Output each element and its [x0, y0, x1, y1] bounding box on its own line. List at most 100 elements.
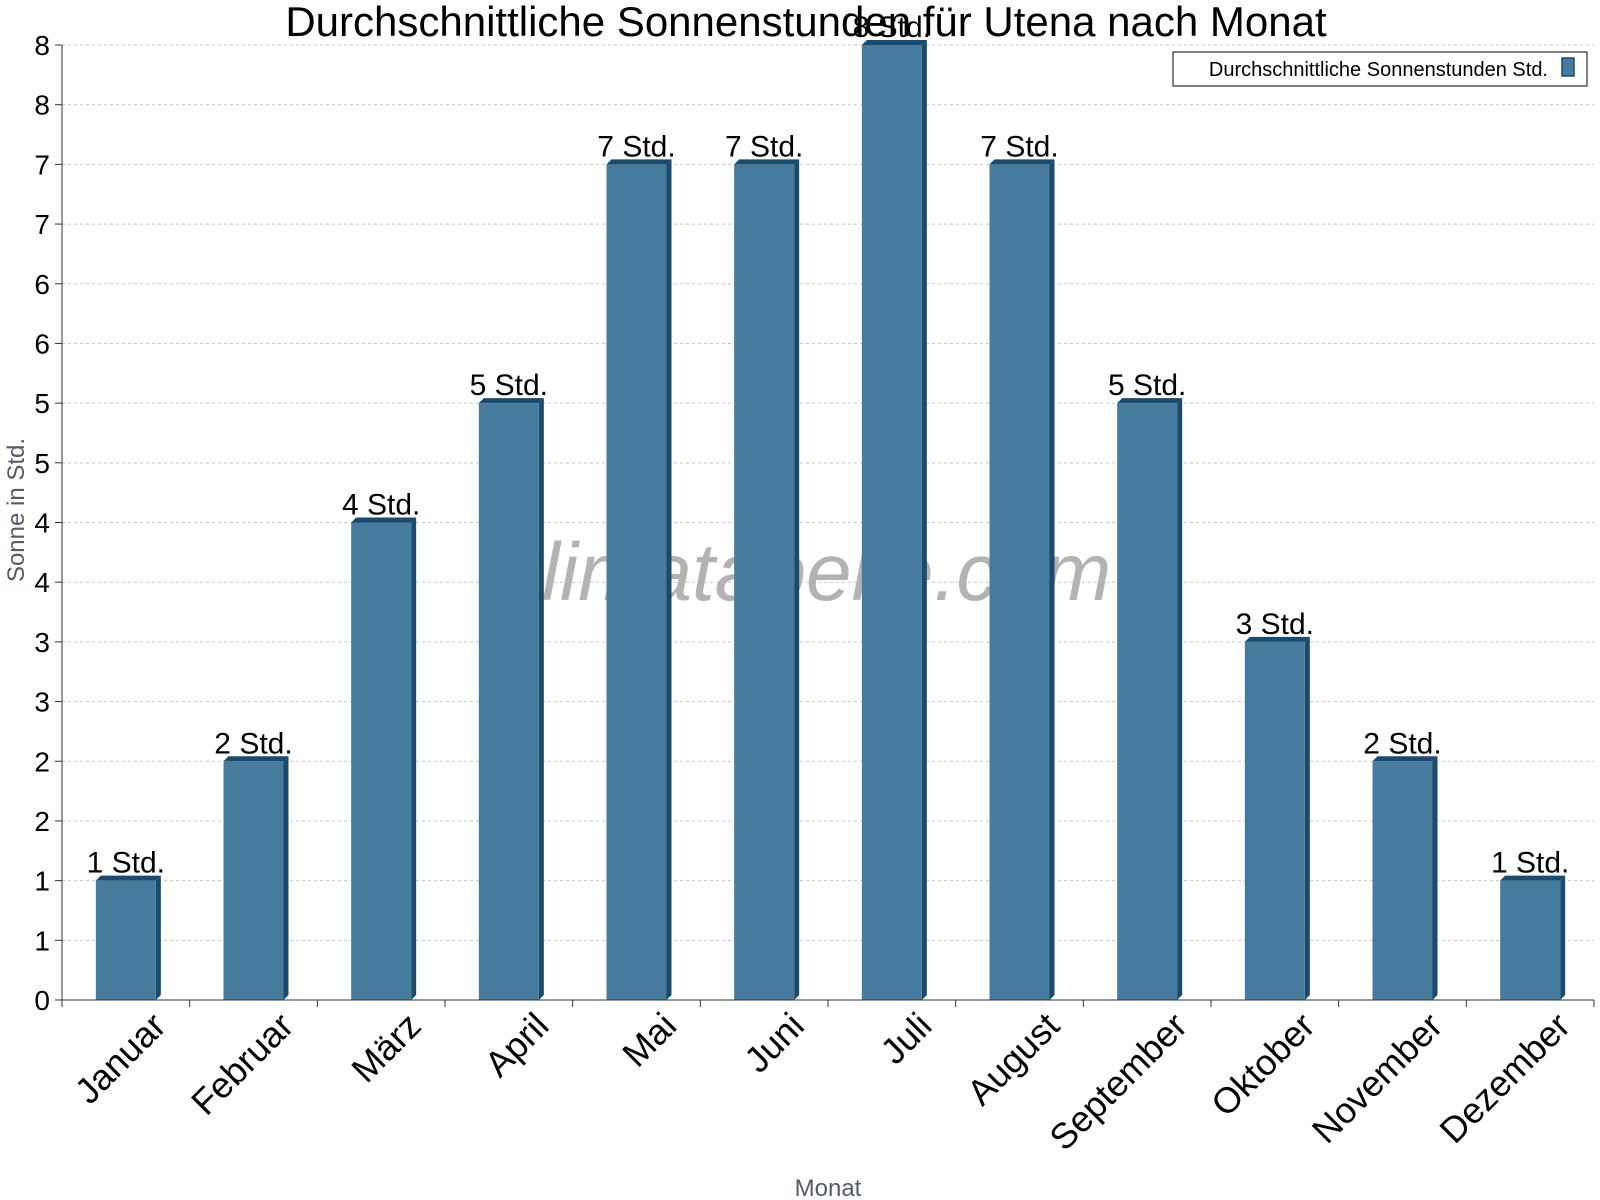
- x-tick-label: September: [1041, 1005, 1195, 1159]
- x-tick-label: Mai: [614, 1005, 684, 1075]
- bar-top: [351, 517, 417, 523]
- y-tick-label: 2: [34, 746, 50, 777]
- bar-side: [283, 756, 289, 1000]
- data-label: 7 Std.: [980, 130, 1058, 163]
- y-tick-label: 8: [34, 90, 50, 121]
- chart-title: Durchschnittliche Sonnenstunden für Uten…: [285, 0, 1327, 45]
- bar-side: [1432, 756, 1438, 1000]
- bar-face: [223, 761, 284, 1000]
- x-tick-label: November: [1304, 1005, 1450, 1151]
- bar-face: [1500, 880, 1561, 1000]
- y-tick-label: 5: [34, 388, 50, 419]
- data-label: 3 Std.: [1236, 608, 1314, 641]
- bar: [1372, 756, 1438, 1000]
- y-tick-label: 3: [34, 687, 50, 718]
- y-tick-label: 0: [34, 985, 50, 1016]
- bar-top: [606, 159, 672, 165]
- data-label: 7 Std.: [725, 130, 803, 163]
- bar: [478, 398, 544, 1000]
- bar-top: [989, 159, 1055, 165]
- y-tick-label: 6: [34, 328, 50, 359]
- bar-side: [411, 517, 417, 1000]
- bar-face: [734, 164, 795, 1000]
- bar-top: [95, 875, 161, 881]
- bar-top: [1117, 398, 1183, 404]
- bar: [989, 159, 1055, 1000]
- y-axis-title: Sonne in Std.: [3, 438, 30, 582]
- bar: [1117, 398, 1183, 1000]
- x-tick-label: Juni: [736, 1005, 812, 1081]
- bar: [95, 875, 161, 1000]
- bar-face: [606, 164, 667, 1000]
- x-tick-label: Februar: [183, 1005, 301, 1123]
- bar-face: [1117, 403, 1178, 1000]
- legend: Durchschnittliche Sonnenstunden Std.: [1172, 51, 1588, 87]
- bar: [1500, 875, 1566, 1000]
- bar-top: [1372, 756, 1438, 762]
- y-tick-label: 6: [34, 269, 50, 300]
- y-tick-label: 7: [34, 149, 50, 180]
- bar-side: [1177, 398, 1183, 1000]
- data-label: 2 Std.: [214, 727, 292, 760]
- data-label: 1 Std.: [1491, 847, 1569, 880]
- bar-face: [478, 403, 539, 1000]
- bar: [223, 756, 289, 1000]
- bar-top: [478, 398, 544, 404]
- x-tick-label: März: [343, 1005, 429, 1091]
- y-tick-label: 3: [34, 627, 50, 658]
- data-label: 7 Std.: [597, 130, 675, 163]
- bar-top: [1500, 875, 1566, 881]
- y-tick-label: 4: [34, 567, 50, 598]
- x-tick-label: April: [477, 1005, 557, 1085]
- y-tick-label: 8: [34, 30, 50, 61]
- data-label: 5 Std.: [470, 369, 548, 402]
- legend-swatch: [1561, 57, 1575, 77]
- bar-face: [989, 164, 1050, 1000]
- bar-side: [794, 159, 800, 1000]
- bar: [734, 159, 800, 1000]
- bar-side: [1560, 875, 1566, 1000]
- bar-top: [861, 40, 927, 45]
- bar: [606, 159, 672, 1000]
- bar: [1244, 636, 1310, 1000]
- data-label: 4 Std.: [342, 489, 420, 522]
- bar-face: [351, 522, 412, 1000]
- bar-face: [861, 45, 922, 1000]
- legend-box: [1172, 51, 1588, 87]
- x-tick-label: August: [959, 1005, 1067, 1113]
- bar-face: [1372, 761, 1433, 1000]
- data-label: 5 Std.: [1108, 369, 1186, 402]
- bar-top: [223, 756, 289, 762]
- y-tick-label: 1: [34, 925, 50, 956]
- data-label: 8 Std.: [853, 11, 931, 44]
- bar-face: [95, 880, 156, 1000]
- bar-side: [1304, 636, 1310, 1000]
- y-tick-label: 1: [34, 866, 50, 897]
- bar-top: [734, 159, 800, 165]
- y-tick-label: 7: [34, 209, 50, 240]
- axes-layer: [55, 44, 1595, 1007]
- bar-side: [921, 40, 927, 1000]
- data-label: 1 Std.: [87, 847, 165, 880]
- x-tick-label: Oktober: [1203, 1005, 1323, 1125]
- bar-top: [1244, 636, 1310, 642]
- x-tick-label: Januar: [67, 1005, 174, 1112]
- grid-layer: [62, 44, 1594, 941]
- bar-side: [1049, 159, 1055, 1000]
- bar: [861, 40, 927, 1000]
- bars-layer: [95, 40, 1566, 1000]
- data-label: 2 Std.: [1363, 727, 1441, 760]
- x-axis-title: Monat: [795, 1175, 862, 1200]
- bar-side: [155, 875, 161, 1000]
- bar-face: [1244, 641, 1305, 1000]
- bar: [351, 517, 417, 1000]
- y-tick-label: 5: [34, 448, 50, 479]
- bar-side: [538, 398, 544, 1000]
- legend-label: Durchschnittliche Sonnenstunden Std.: [1209, 59, 1548, 81]
- bar-side: [666, 159, 672, 1000]
- y-tick-label: 2: [34, 806, 50, 837]
- x-tick-label: Dezember: [1431, 1005, 1577, 1151]
- x-tick-label: Juli: [872, 1005, 939, 1072]
